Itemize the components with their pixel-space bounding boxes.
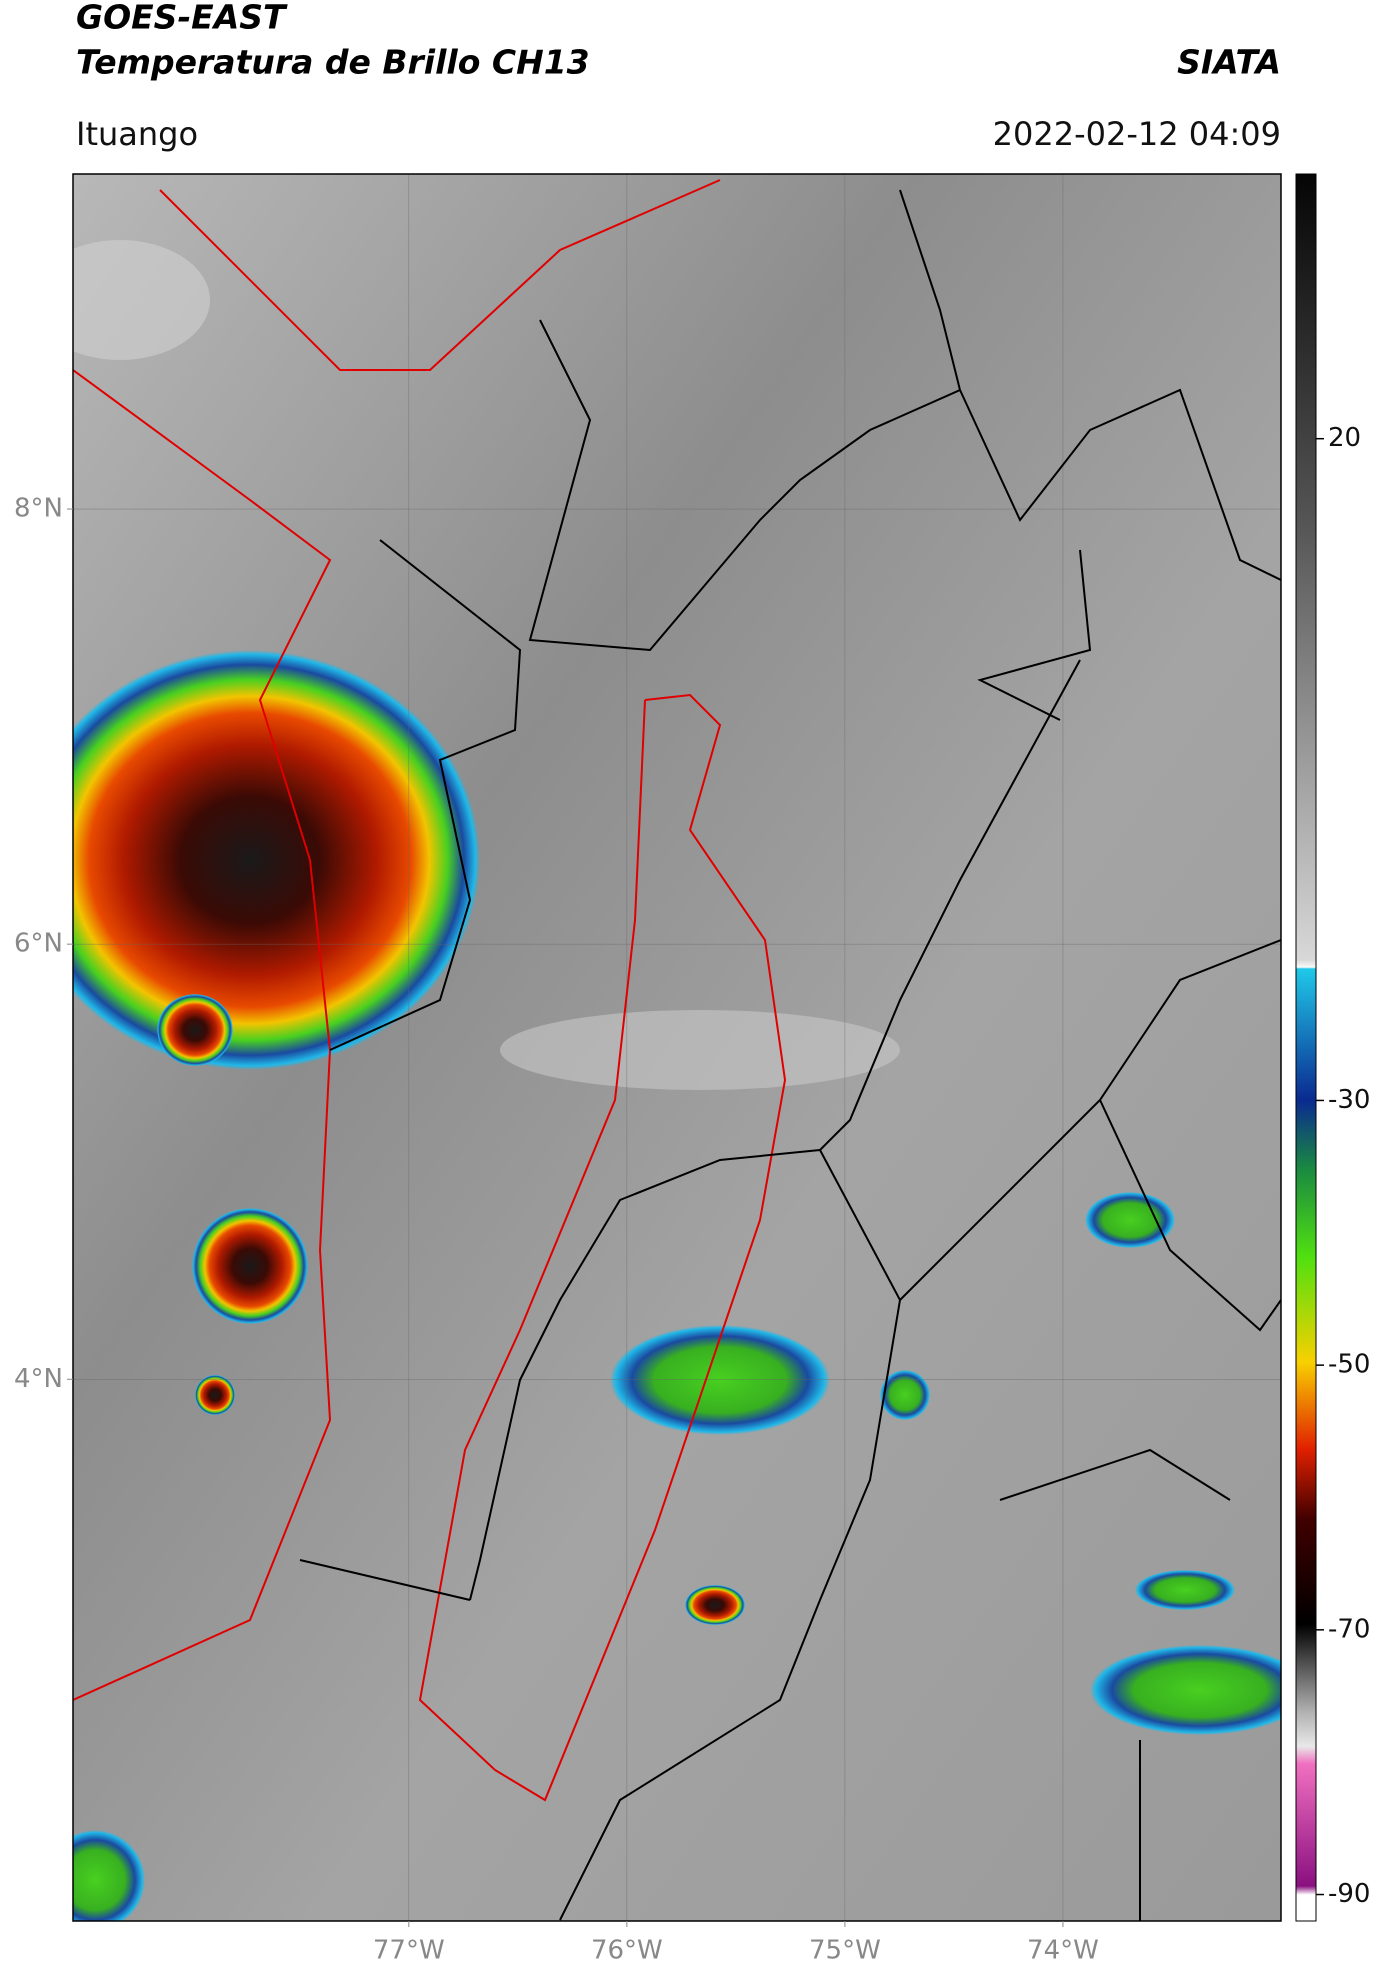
storm: [73, 650, 480, 1070]
colorbar: [1295, 173, 1317, 1922]
colorbar-label: 20: [1328, 423, 1361, 453]
colorbar-label: -50: [1328, 1350, 1370, 1380]
source: SIATA: [1177, 43, 1281, 82]
location: Ituango: [76, 115, 198, 153]
cell: [610, 1325, 830, 1435]
cell: [1135, 1570, 1235, 1610]
region-outline: [418, 693, 787, 1802]
cell: [880, 1370, 930, 1420]
datetime: 2022-02-12 04:09: [993, 115, 1281, 153]
x-tick-label: 77°W: [373, 1936, 445, 1966]
y-tick-label: 8°N: [14, 494, 63, 524]
storm: [192, 1208, 308, 1324]
department-border: [299, 189, 1281, 1921]
colorbar-label: -70: [1328, 1614, 1370, 1644]
x-tick-label: 75°W: [809, 1936, 881, 1966]
y-tick-label: 6°N: [14, 929, 63, 959]
storm: [157, 994, 233, 1066]
colorbar-label: -30: [1328, 1085, 1370, 1115]
map-frame: [72, 173, 1282, 1922]
border: [159, 179, 721, 371]
cloud: [500, 1010, 900, 1090]
cell: [1085, 1192, 1175, 1248]
colorbar-label: -90: [1328, 1879, 1370, 1909]
x-tick-label: 76°W: [591, 1936, 663, 1966]
storm: [195, 1375, 235, 1415]
map: [73, 174, 1281, 1921]
title: GOES-EAST: [76, 0, 288, 37]
cell: [1090, 1645, 1281, 1735]
y-tick-label: 4°N: [14, 1364, 63, 1394]
x-tick-label: 74°W: [1027, 1936, 1099, 1966]
coastline: [73, 369, 332, 1701]
cell: [685, 1585, 745, 1625]
cell: [73, 1830, 145, 1921]
subtitle: Temperatura de Brillo CH13: [76, 43, 590, 82]
cloud: [73, 240, 210, 360]
